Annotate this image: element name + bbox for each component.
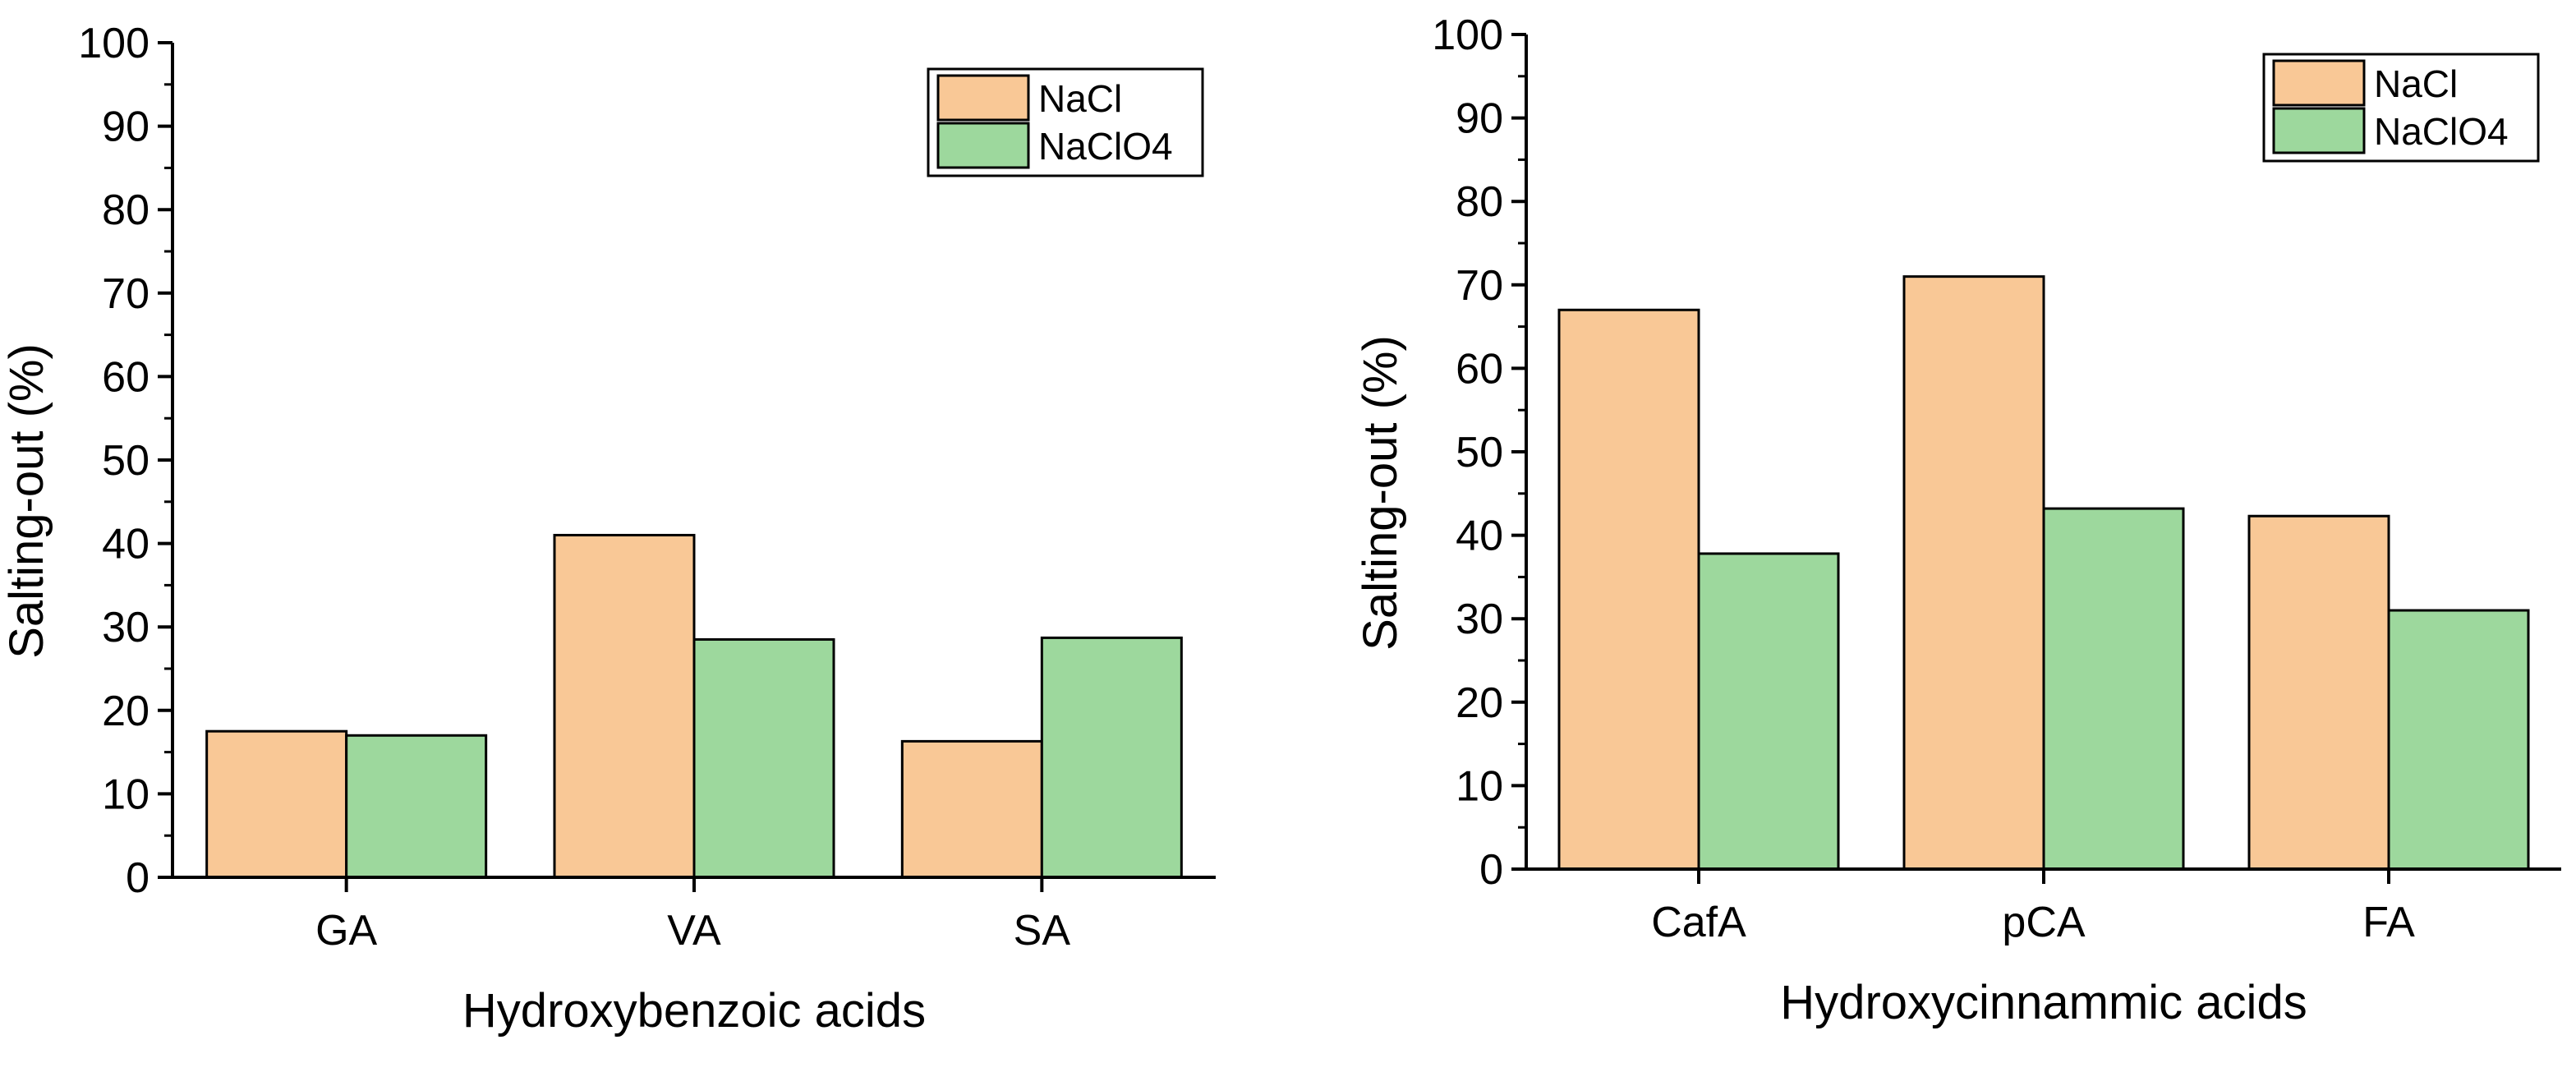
bar-fa-naclo4	[2387, 609, 2530, 871]
x-tick-label-sa: SA	[1014, 907, 1071, 955]
legend: NaCl NaClO4	[927, 67, 1204, 177]
x-tick-label-ga: GA	[315, 907, 377, 955]
bar-fa-nacl	[2247, 514, 2390, 871]
y-tick-label: 0	[126, 854, 150, 902]
legend-label-nacl: NaCl	[2374, 62, 2458, 105]
y-axis-title: Salting-out (%)	[0, 343, 53, 659]
legend-label-nacl: NaCl	[1038, 77, 1122, 120]
bar-cafa-naclo4	[1697, 552, 1840, 871]
y-tick-label: 20	[1456, 679, 1503, 727]
bar-sa-naclo4	[1040, 636, 1183, 879]
chart-panel-1: 0 10 20 30 40 50 60 70 80 90 100 GA VA SA Hydroxybenzo…	[0, 20, 1216, 1037]
y-tick-label: 30	[1456, 596, 1503, 643]
y-tick-label: 30	[102, 604, 150, 651]
y-tick-label: 10	[102, 771, 150, 818]
y-tick-label: 80	[1456, 178, 1503, 226]
y-tick-label: 50	[102, 437, 150, 485]
bar-pca-naclo4	[2042, 507, 2185, 871]
x-tick-label-va: VA	[667, 907, 721, 955]
x-tick-label-pca: pCA	[2002, 899, 2085, 946]
y-tick-label: 70	[102, 270, 150, 318]
y-tick-label: 90	[102, 104, 150, 151]
legend-swatch-nacl	[936, 74, 1030, 122]
y-axis-title: Salting-out (%)	[1354, 335, 1407, 651]
x-axis-title: Hydroxycinnammic acids	[1780, 976, 2307, 1029]
y-tick-label: 20	[102, 688, 150, 735]
x-axis-title: Hydroxybenzoic acids	[462, 984, 926, 1037]
x-tick-label-fa: FA	[2362, 899, 2415, 946]
y-tick-label: 80	[102, 186, 150, 234]
bar-cafa-nacl	[1557, 308, 1700, 871]
bar-pca-nacl	[1902, 275, 2045, 871]
y-tick-label: 100	[78, 20, 150, 67]
y-tick-label: 0	[1479, 846, 1503, 894]
bar-ga-naclo4	[345, 734, 488, 879]
y-tick-label: 60	[1456, 345, 1503, 393]
legend-label-naclo4: NaClO4	[2374, 110, 2509, 153]
chart-panel-2: 0 10 20 30 40 50 60 70 80 90 100 CafA pCA FA Hydroxyci…	[1354, 12, 2561, 1029]
bar-ga-nacl	[205, 729, 348, 879]
legend-label-naclo4: NaClO4	[1038, 125, 1173, 168]
y-tick-label: 100	[1432, 12, 1503, 59]
bar-va-nacl	[553, 533, 696, 879]
bar-sa-nacl	[900, 739, 1043, 879]
y-tick-label: 40	[102, 521, 150, 568]
y-tick-label: 90	[1456, 95, 1503, 143]
legend-swatch-nacl	[2272, 59, 2366, 107]
y-tick-label: 10	[1456, 762, 1503, 810]
legend-swatch-naclo4	[936, 122, 1030, 169]
y-tick-label: 70	[1456, 262, 1503, 310]
legend-swatch-naclo4	[2272, 107, 2366, 154]
legend: NaCl NaClO4	[2262, 53, 2540, 163]
y-tick-label: 60	[102, 353, 150, 401]
bar-va-naclo4	[692, 637, 835, 879]
y-tick-label: 50	[1456, 429, 1503, 476]
y-tick-label: 40	[1456, 513, 1503, 560]
x-tick-label-cafa: CafA	[1651, 899, 1746, 946]
